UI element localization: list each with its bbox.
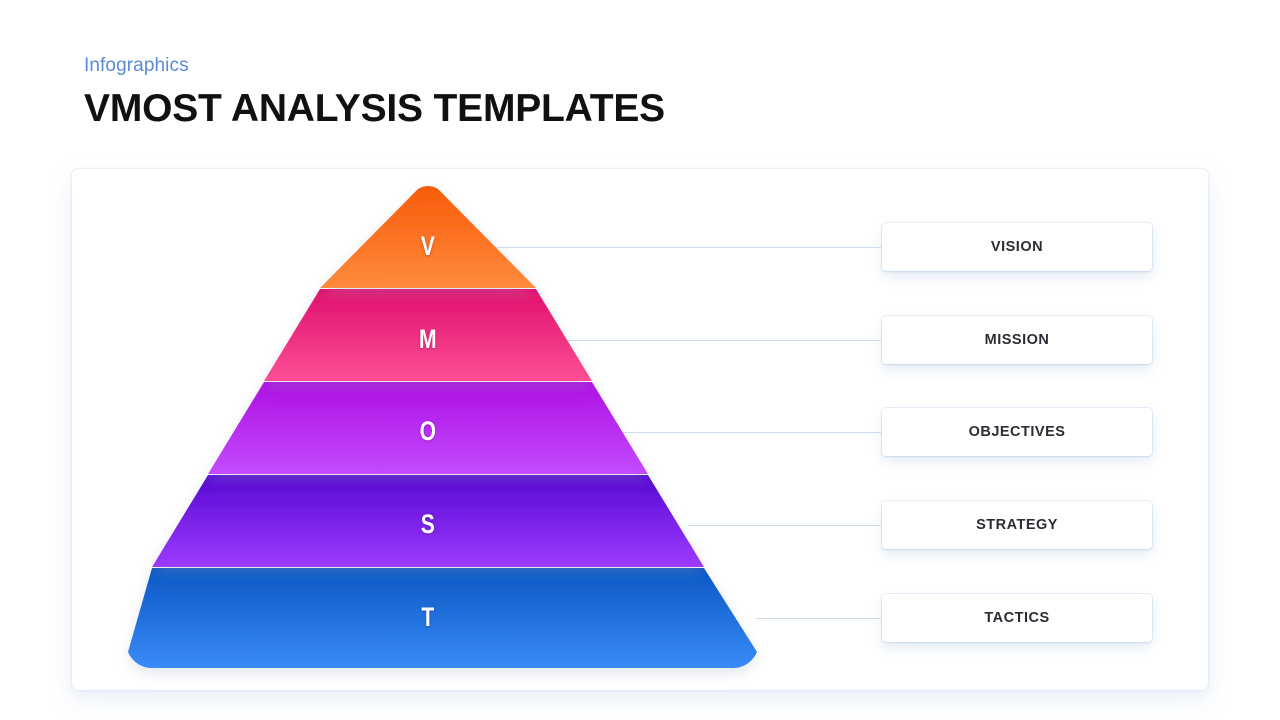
band-letter-mission: M: [419, 324, 437, 354]
connector-line-vision: [494, 247, 882, 248]
band-letter-vision: V: [420, 231, 436, 261]
slide-header: Infographics VMOST ANALYSIS TEMPLATES: [84, 54, 984, 132]
connector-line-mission: [560, 340, 882, 341]
label-card-strategy-text: STRATEGY: [976, 517, 1058, 533]
band-letter-strategy: S: [420, 509, 436, 539]
label-card-objectives-text: OBJECTIVES: [968, 424, 1066, 440]
label-card-tactics-text: TACTICS: [984, 610, 1050, 626]
label-card-mission-text: MISSION: [984, 332, 1050, 348]
diagram-panel: V M O S T VISION MISSION OBJECTIVES STRA…: [72, 169, 1208, 690]
label-card-vision[interactable]: VISION: [882, 223, 1152, 271]
label-card-objectives[interactable]: OBJECTIVES: [882, 408, 1152, 456]
label-card-vision-text: VISION: [990, 239, 1044, 255]
band-letter-tactics: T: [421, 602, 435, 632]
connector-line-strategy: [688, 525, 882, 526]
connector-line-objectives: [622, 432, 882, 433]
band-letter-objectives: O: [419, 416, 437, 446]
label-card-strategy[interactable]: STRATEGY: [882, 501, 1152, 549]
eyebrow-label: Infographics: [84, 55, 189, 76]
page-title: VMOST ANALYSIS TEMPLATES: [84, 87, 665, 130]
label-card-mission[interactable]: MISSION: [882, 316, 1152, 364]
connector-line-tactics: [756, 618, 882, 619]
label-card-tactics[interactable]: TACTICS: [882, 594, 1152, 642]
